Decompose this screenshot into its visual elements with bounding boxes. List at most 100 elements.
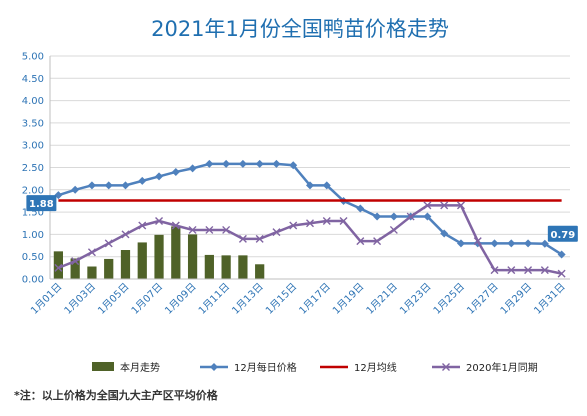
y-tick-label: 5.00	[22, 52, 44, 63]
line-point	[255, 159, 264, 168]
line-point	[557, 269, 566, 278]
line-point	[155, 217, 164, 226]
line-point	[306, 181, 314, 190]
line-point	[507, 266, 516, 275]
footnote: *注：以上价格为全国九大主产区平均价格	[14, 388, 219, 402]
line-point	[188, 164, 197, 173]
y-tick-label: 3.50	[22, 118, 44, 129]
bar-series	[53, 226, 265, 279]
line-point	[205, 225, 214, 234]
line-point	[557, 250, 566, 259]
line-point	[272, 159, 281, 168]
line-point	[171, 167, 180, 176]
line-series	[54, 159, 566, 278]
line-point	[238, 234, 247, 243]
bar	[70, 258, 80, 279]
line-point	[389, 225, 398, 234]
bar	[154, 234, 164, 279]
line-point	[373, 237, 382, 246]
legend-label: 12月均线	[354, 361, 397, 374]
line-point	[171, 221, 180, 230]
line-point	[205, 159, 214, 168]
y-tick-label: 3.00	[22, 141, 44, 152]
bar	[87, 266, 97, 279]
legend-label: 2020年1月同期	[466, 361, 538, 374]
bar	[120, 250, 131, 279]
chart-title: 2021年1月份全国鸭苗价格走势	[151, 17, 449, 41]
line-point	[222, 225, 231, 234]
line-point	[121, 230, 130, 239]
y-tick-label: 2.50	[22, 163, 44, 174]
line-point	[540, 239, 549, 248]
line-point	[440, 201, 449, 210]
line-point	[440, 229, 449, 238]
line-point	[289, 161, 298, 170]
line-point	[540, 266, 549, 275]
y-tick-label: 0.00	[22, 275, 44, 286]
line-point	[524, 266, 533, 275]
line-point	[104, 181, 113, 190]
line-point	[138, 221, 147, 230]
line-point	[389, 212, 398, 221]
line-point	[138, 176, 147, 185]
gridlines	[50, 55, 570, 280]
line-point	[104, 239, 113, 248]
line-point	[490, 266, 499, 275]
line-point	[524, 239, 533, 248]
y-tick-label: 4.00	[22, 96, 44, 107]
legend: 本月走势 12月每日价格 12月均线 2020年1月同期	[92, 361, 538, 374]
bar	[238, 255, 248, 279]
line-point	[356, 237, 365, 246]
line-point	[423, 201, 432, 210]
line-point	[54, 263, 63, 272]
line-point	[188, 225, 197, 234]
line-point	[507, 239, 516, 248]
line-point	[322, 217, 331, 226]
line-point	[339, 217, 348, 226]
data-labels: 1.88 0.79	[26, 195, 578, 242]
line-point	[71, 257, 80, 266]
line-point	[238, 159, 247, 168]
line-point	[373, 212, 382, 221]
bar	[221, 255, 231, 279]
line-point	[406, 212, 415, 221]
line-point	[155, 172, 164, 181]
line-point	[272, 228, 281, 237]
legend-swatch	[92, 362, 114, 371]
bar	[187, 234, 198, 279]
legend-label: 本月走势	[120, 361, 160, 374]
legend-label: 12月每日价格	[234, 361, 297, 374]
line-point	[87, 181, 96, 190]
line-point	[473, 237, 482, 246]
y-tick-label: 2.00	[22, 185, 44, 196]
line-point	[222, 159, 231, 168]
bar	[204, 254, 214, 279]
line-point	[356, 204, 365, 213]
y-axis: 0.00 0.50 1.00 1.50 2.00 2.50 3.00 3.50 4.00 4.50…	[22, 52, 51, 286]
y-tick-label: 1.00	[22, 230, 44, 241]
line-point	[456, 239, 465, 248]
legend-marker	[442, 363, 450, 371]
y-tick-label: 4.50	[22, 74, 44, 85]
data-label: 0.79	[550, 230, 575, 241]
y-tick-label: 0.50	[22, 252, 44, 263]
line-point	[71, 185, 80, 194]
data-label-box	[26, 195, 57, 212]
bar	[171, 226, 181, 279]
line-point	[490, 239, 499, 248]
bar	[137, 242, 147, 279]
line-point	[121, 181, 130, 190]
bar	[53, 251, 63, 279]
data-label: 1.88	[29, 199, 54, 210]
y-tick-label: 1.50	[22, 208, 44, 219]
bar	[255, 264, 265, 279]
line-point	[255, 234, 264, 243]
line-point	[322, 181, 331, 190]
bar	[104, 258, 114, 279]
data-label-box	[547, 225, 578, 242]
line-point	[289, 221, 298, 230]
line-point	[423, 212, 432, 221]
legend-marker	[210, 363, 218, 371]
line-point	[306, 219, 314, 228]
